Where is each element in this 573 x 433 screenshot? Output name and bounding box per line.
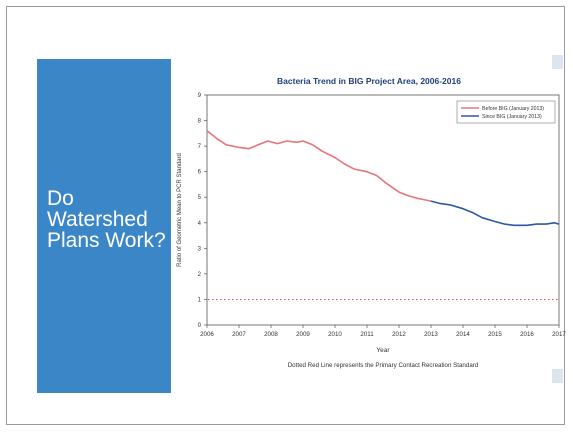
- series-line-1: [206, 130, 432, 202]
- y-tick-label: 3: [198, 246, 202, 252]
- y-tick-label: 7: [198, 144, 202, 150]
- chart-title: Bacteria Trend in BIG Project Area, 2006…: [277, 76, 461, 86]
- series-line-2: [430, 200, 560, 227]
- series-layer: [206, 130, 560, 227]
- x-tick-label: 2011: [360, 331, 374, 338]
- y-axis: 0 1 2 3 4 5 6 7 8 9: [198, 93, 207, 329]
- x-tick-label: 2012: [392, 331, 406, 338]
- x-tick-label: 2009: [296, 331, 310, 338]
- slide-title: Do Watershed Plans Work?: [47, 188, 171, 251]
- slide: Do Watershed Plans Work? Bacteria Trend …: [6, 6, 567, 425]
- slide-title-line-3: Plans Work?: [47, 229, 166, 252]
- legend-label: Before BIG (January 2013): [482, 106, 544, 112]
- x-tick-label: 2013: [424, 331, 438, 338]
- legend: Before BIG (January 2013) Since BIG (Janu…: [456, 100, 556, 124]
- y-tick-label: 9: [198, 93, 202, 99]
- y-tick-label: 8: [198, 119, 202, 125]
- x-tick-label: 2014: [456, 331, 470, 338]
- slide-edge-marker-top: [552, 55, 563, 69]
- x-axis: 2006 2007 2008 2009 2010 2011 2012 2013 2014 2015…: [200, 325, 566, 338]
- y-tick-label: 0: [198, 323, 202, 329]
- plot-area: [206, 94, 560, 326]
- x-tick-label: 2016: [520, 331, 534, 338]
- y-tick-label: 4: [198, 221, 202, 227]
- slide-title-line-2: Watershed: [47, 208, 148, 231]
- x-tick-label: 2007: [232, 331, 246, 338]
- y-tick-label: 5: [198, 195, 202, 201]
- x-tick-label: 2008: [264, 331, 278, 338]
- legend-label: Since BIG (January 2013): [482, 114, 542, 120]
- x-axis-label: Year: [376, 347, 390, 354]
- y-tick-label: 1: [198, 297, 202, 303]
- series-1: [206, 130, 432, 202]
- x-tick-label: 2017: [552, 331, 566, 338]
- chart-caption: Dotted Red Line represents the Primary C…: [288, 362, 479, 369]
- title-panel: Do Watershed Plans Work?: [37, 59, 171, 393]
- slide-edge-marker-bottom: [552, 369, 563, 383]
- x-tick-label: 2010: [328, 331, 342, 338]
- y-tick-label: 2: [198, 272, 202, 278]
- chart-svg: Bacteria Trend in BIG Project Area, 2006…: [177, 76, 566, 369]
- slide-title-line-1: Do: [47, 187, 74, 210]
- x-tick-label: 2015: [488, 331, 502, 338]
- bacteria-trend-chart: Bacteria Trend in BIG Project Area, 2006…: [171, 71, 567, 377]
- y-axis-label: Ratio of Geometric Mean to PCR Standard: [177, 153, 183, 267]
- x-tick-label: 2006: [200, 331, 214, 338]
- series-2: [430, 200, 560, 227]
- legend-box: [456, 100, 556, 124]
- y-tick-label: 6: [198, 170, 202, 176]
